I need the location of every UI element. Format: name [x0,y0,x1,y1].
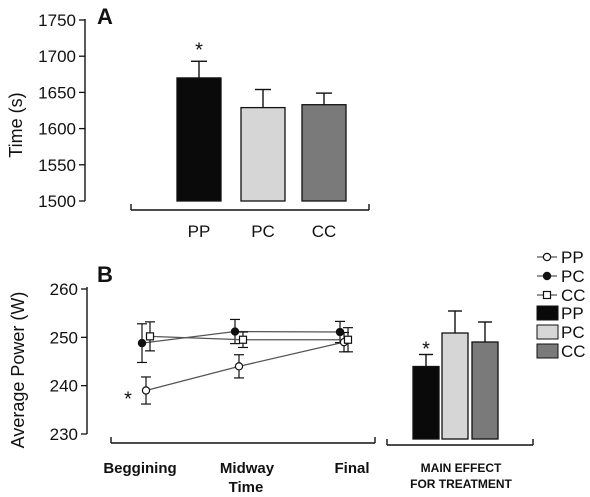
inset-significance-marker: * [422,339,430,361]
panel-b-series-line-PP [145,341,345,392]
legend-label: PC [561,323,585,342]
panel-a-y-tick-label: 1550 [38,156,76,175]
panel-a-bar [176,77,222,202]
panel-a-x-tick-label: PC [251,222,275,241]
panel-a-bar [301,104,347,202]
panel-b-x-axis-label: Time [229,479,264,496]
main-effect-label-line1: MAIN EFFECT [421,461,502,475]
panel-b-label: B [97,262,113,287]
panel-a-x-tick-label: PP [188,222,211,241]
panel-a-y-tick-label: 1600 [38,120,76,139]
legend-label: CC [561,342,586,361]
legend-label: PC [561,267,585,286]
panel-b-point-PP [141,386,151,395]
legend-swatch-PC [536,324,559,340]
panel-b-point-CC [145,332,155,341]
panel-b-point-PP [234,362,244,371]
panel-a-y-axis-label: Time (s) [6,92,26,157]
panel-b-y-tick-label: 260 [50,280,78,299]
legend-swatch-PP [536,305,559,321]
panel-b-y-tick-label: 250 [50,328,78,347]
panel-a-x-tick-label: CC [312,222,337,241]
panel-b-x-tick-label: Beggining [103,460,176,477]
panel-b-y-tick-label: 230 [50,425,78,444]
panel-a-significance-marker: * [195,39,203,61]
panel-b-point-CC [343,335,353,344]
main-effect-label-line2: FOR TREATMENT [410,477,512,491]
panel-b-point-PC [335,327,345,337]
panel-a-bar [240,106,286,202]
inset-bar [412,365,440,440]
legend-marker-PC [542,271,552,281]
legend-label: PP [561,304,584,323]
panel-b-line-chart: 230 240 250 260 Beggining Midway Final * [50,280,376,477]
panel-a-y-tick-label: 1500 [38,192,76,211]
panel-a-y-tick-label: 1750 [38,11,76,30]
panel-b-point-PC [230,327,240,336]
panel-b-x-tick-label: Midway [220,460,275,477]
panel-b-series-line-CC [149,335,348,341]
inset-bar [471,341,499,440]
legend-label: PP [561,248,584,267]
panel-a-y-tick-label: 1700 [38,47,76,66]
legend-swatch-CC [536,343,559,359]
panel-b-y-tick-label: 240 [50,377,78,396]
legend-marker-PP [542,252,552,262]
panel-a-y-tick-label: 1650 [38,83,76,102]
panel-a-chart: 1500 1550 1600 1650 1700 1750 PP * PC CC [38,11,370,241]
panel-b-significance-marker: * [124,389,132,411]
panel-b-point-PC [137,338,147,348]
panel-b-y-axis-label: Average Power (W) [8,292,28,449]
panel-b-main-effect-chart: * [386,310,534,446]
inset-bar [441,332,469,440]
legend-label: CC [561,286,586,305]
panel-b-x-tick-label: Final [334,460,369,477]
panel-b-point-CC [238,335,248,344]
legend-marker-CC [542,290,552,300]
panel-a-label: A [97,4,113,29]
